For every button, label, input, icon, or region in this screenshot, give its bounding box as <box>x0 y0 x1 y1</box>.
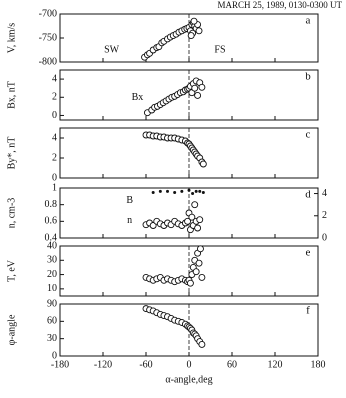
y-tick-label: 0.8 <box>45 199 58 210</box>
point <box>201 190 205 194</box>
x-tick-label: 180 <box>311 359 326 370</box>
y-tick-label: 0 <box>52 172 57 183</box>
y-tick-label: 20 <box>47 269 57 280</box>
y-tick-label: 0.6 <box>45 216 58 227</box>
y-tick-label: 0 <box>52 350 57 361</box>
point <box>166 189 169 193</box>
point <box>191 84 199 92</box>
point <box>195 27 203 35</box>
point <box>173 190 177 194</box>
point <box>151 190 155 194</box>
series-label: B <box>126 195 133 206</box>
point <box>180 189 184 193</box>
point <box>187 32 195 40</box>
y-tick-label: 1 <box>52 182 57 193</box>
point <box>198 189 202 193</box>
y-tick-label: -700 <box>39 8 57 19</box>
y-tick-label: 4 <box>52 73 57 84</box>
annotation: SW <box>104 44 120 55</box>
point <box>188 213 196 221</box>
y-tick-label: 2 <box>52 92 57 103</box>
y-tick-label: 30 <box>47 333 57 344</box>
y-tick-label: 30 <box>47 255 57 266</box>
y-tick-label: 0 <box>52 110 57 121</box>
x-tick-label: 120 <box>268 359 283 370</box>
panel-label: e <box>306 247 311 259</box>
y-axis-label: By*, nT <box>6 137 17 170</box>
y-tick-label: 40 <box>47 240 57 251</box>
point <box>196 216 204 224</box>
point <box>194 224 202 232</box>
x-tick-label: -60 <box>139 359 152 370</box>
annotation: FS <box>214 44 225 55</box>
y-tick-label: -800 <box>39 56 57 67</box>
y-axis-label: φ-angle <box>6 314 17 345</box>
point <box>192 268 200 276</box>
x-tick-label: 0 <box>187 359 192 370</box>
panel-label: c <box>306 129 311 141</box>
panel-label: d <box>305 189 311 201</box>
panel-label: b <box>305 71 311 83</box>
point <box>194 92 202 99</box>
y-tick-label: 10 <box>47 283 57 294</box>
point <box>184 217 192 225</box>
point <box>198 340 206 348</box>
y-tick-label: 4 <box>52 132 57 143</box>
point <box>194 189 198 193</box>
point <box>187 188 191 192</box>
series-label: n <box>127 215 132 226</box>
point <box>191 201 199 209</box>
x-axis-label: α-angle,deg <box>165 374 212 385</box>
y-axis-label: Bx, nT <box>6 81 17 109</box>
y-tick-label: 2 <box>52 152 57 163</box>
y-axis-label: T, eV <box>6 259 17 282</box>
y2-tick-label: 4 <box>322 188 327 199</box>
x-tick-label: 60 <box>227 359 237 370</box>
point <box>198 83 206 91</box>
y-axis-label: n, cm-3 <box>6 198 17 229</box>
annotation: Bx <box>132 92 144 103</box>
point <box>186 279 194 287</box>
figure-title: MARCH 25, 1989, 0130-0300 UT <box>217 0 342 10</box>
y-tick-label: 90 <box>47 298 57 309</box>
point <box>191 192 195 196</box>
y2-tick-label: 0 <box>322 232 327 243</box>
point <box>199 160 207 168</box>
y-axis-label: V, km/s <box>6 23 17 53</box>
point <box>197 245 204 253</box>
y2-tick-label: 2 <box>322 210 327 221</box>
point <box>190 17 198 25</box>
point <box>158 189 162 193</box>
y-tick-label: 0.4 <box>45 232 58 243</box>
y-tick-label: -750 <box>39 32 57 43</box>
point <box>195 259 203 267</box>
x-tick-label: -180 <box>51 359 69 370</box>
x-tick-label: -120 <box>94 359 112 370</box>
panel-label: a <box>306 15 311 27</box>
y-tick-label: 60 <box>47 316 57 327</box>
panel-label: f <box>306 305 310 317</box>
point <box>198 273 206 281</box>
